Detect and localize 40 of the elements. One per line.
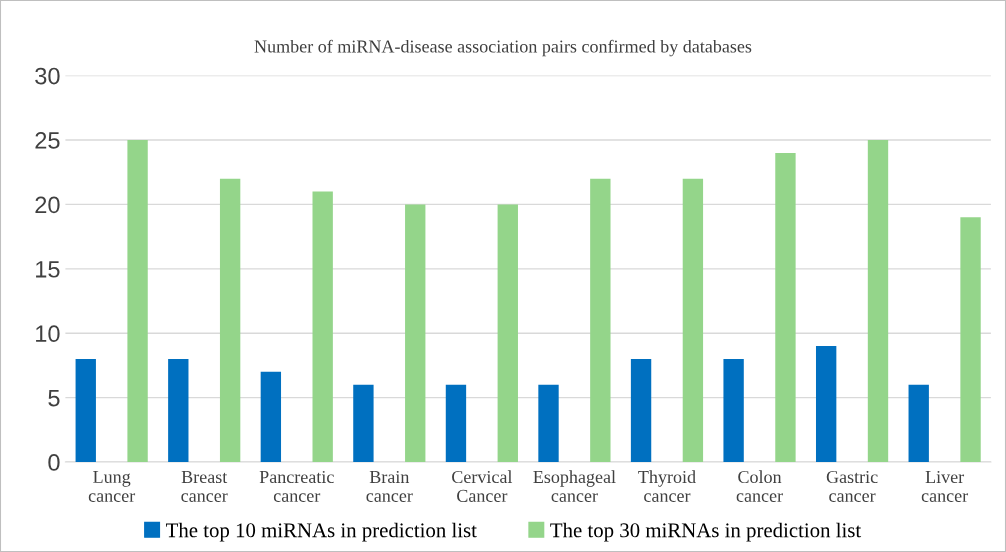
x-tick-label: Colon cancer bbox=[736, 470, 783, 502]
chart-title: Number of miRNA-disease association pairs confirmed by databases bbox=[254, 39, 752, 57]
bar bbox=[405, 204, 426, 463]
bar bbox=[127, 140, 148, 463]
y-tick-label: 15 bbox=[36, 261, 60, 278]
y-tick-label: 25 bbox=[35, 132, 60, 149]
bar bbox=[630, 358, 652, 463]
bar bbox=[353, 384, 374, 463]
x-tick-label: Gastric cancer bbox=[826, 470, 878, 502]
bar bbox=[815, 346, 837, 463]
bar bbox=[867, 140, 889, 463]
legend-label: The top 30 miRNAs in prediction list bbox=[550, 522, 862, 542]
x-tick-label: Liver cancer bbox=[921, 470, 969, 502]
x-tick-label: Thyroid cancer bbox=[638, 470, 696, 502]
bar bbox=[75, 358, 96, 463]
bar bbox=[682, 178, 704, 463]
bar bbox=[260, 371, 282, 463]
x-tick-label: Breast cancer bbox=[181, 471, 228, 502]
bar bbox=[960, 217, 981, 463]
bar bbox=[538, 384, 559, 463]
y-tick-label: 20 bbox=[35, 196, 60, 214]
x-tick-label: Brain cancer bbox=[366, 470, 413, 502]
x-tick-label: Pancreatic cancer bbox=[259, 470, 334, 502]
bar bbox=[775, 152, 796, 463]
bar bbox=[590, 178, 611, 463]
bar bbox=[168, 358, 189, 463]
x-tick-label: Cervical Cancer bbox=[452, 470, 513, 502]
y-tick-label: 0 bbox=[48, 454, 60, 471]
y-tick-label: 5 bbox=[48, 389, 60, 407]
legend-label: The top 10 miRNAs in prediction list bbox=[166, 522, 477, 542]
bar bbox=[908, 384, 929, 463]
bar bbox=[445, 384, 467, 463]
bar bbox=[219, 178, 241, 463]
bar bbox=[497, 204, 518, 463]
bar bbox=[312, 191, 333, 463]
x-tick-label: Esophageal cancer bbox=[533, 470, 616, 502]
y-tick-label: 10 bbox=[36, 325, 60, 343]
bar bbox=[723, 358, 744, 463]
x-tick-label: Lung cancer bbox=[88, 471, 136, 502]
y-tick-label: 30 bbox=[35, 67, 60, 85]
